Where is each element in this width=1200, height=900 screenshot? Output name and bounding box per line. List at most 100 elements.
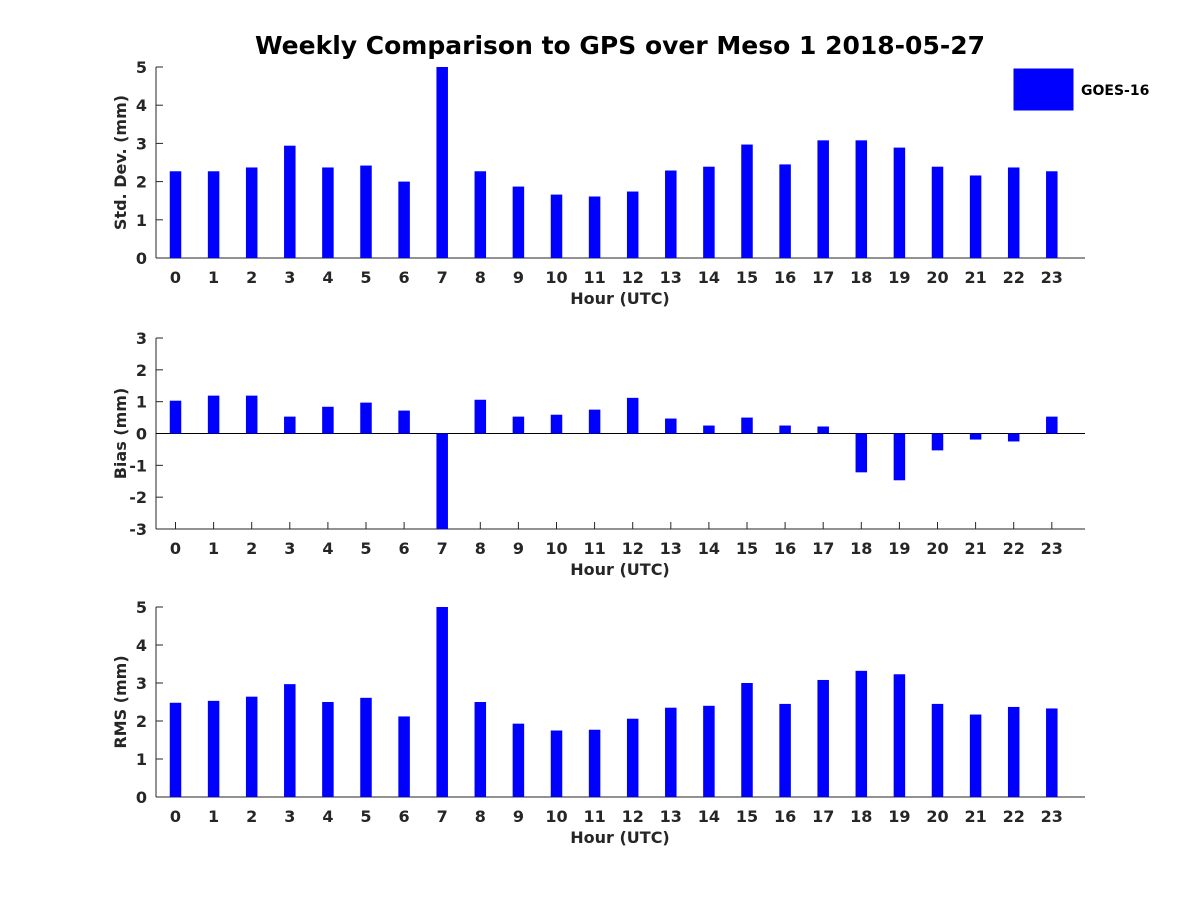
x-tick-label: 4 (322, 807, 333, 826)
bar (169, 171, 182, 258)
x-tick-label: 14 (698, 268, 720, 287)
x-tick-label: 17 (812, 807, 834, 826)
bar (931, 166, 944, 258)
bar (817, 426, 829, 434)
x-tick-label: 13 (660, 539, 682, 558)
x-tick-label: 5 (360, 539, 371, 558)
x-tick-label: 2 (246, 268, 257, 287)
bar (703, 425, 715, 434)
x-tick-label: 7 (437, 539, 448, 558)
y-tick-label: 4 (136, 636, 147, 655)
x-tick-label: 16 (774, 539, 796, 558)
x-tick-label: 19 (888, 539, 910, 558)
x-tick-label: 12 (622, 807, 644, 826)
x-axis-label: Hour (UTC) (570, 560, 670, 579)
x-tick-label: 14 (698, 539, 720, 558)
bar (817, 679, 829, 797)
bar (436, 67, 448, 258)
x-tick-label: 5 (360, 807, 371, 826)
bar (245, 696, 258, 797)
y-tick-label: 0 (136, 425, 147, 444)
x-tick-label: 11 (583, 268, 605, 287)
x-axis-label: Hour (UTC) (570, 289, 670, 308)
x-tick-label: 2 (246, 807, 257, 826)
x-tick-label: 0 (170, 807, 181, 826)
x-tick-label: 9 (513, 268, 524, 287)
x-tick-label: 1 (208, 268, 219, 287)
bar (322, 167, 334, 258)
bar (550, 194, 563, 258)
y-tick-label: -3 (129, 520, 147, 539)
y-axis-label: Std. Dev. (mm) (111, 95, 130, 230)
bar (550, 730, 563, 797)
bar (436, 433, 448, 529)
chart-title: Weekly Comparison to GPS over Meso 1 201… (255, 31, 985, 60)
bar (779, 703, 791, 797)
x-tick-label: 9 (513, 539, 524, 558)
bar (1046, 708, 1058, 797)
x-tick-label: 10 (545, 268, 567, 287)
bar (588, 729, 601, 797)
x-axis-label: Hour (UTC) (570, 828, 670, 847)
x-tick-label: 19 (888, 807, 910, 826)
x-tick-label: 15 (736, 268, 758, 287)
x-tick-label: 20 (926, 268, 948, 287)
bar (360, 402, 372, 434)
bar (284, 684, 296, 797)
x-tick-label: 8 (475, 807, 486, 826)
x-tick-label: 5 (360, 268, 371, 287)
bar (169, 702, 182, 797)
x-tick-label: 3 (284, 539, 295, 558)
x-tick-label: 6 (399, 539, 410, 558)
y-tick-label: -1 (129, 456, 147, 475)
x-tick-label: 11 (583, 539, 605, 558)
bar (1046, 416, 1058, 434)
x-tick-label: 20 (926, 807, 948, 826)
x-tick-label: 3 (284, 268, 295, 287)
bar (550, 414, 563, 434)
bar (626, 191, 639, 258)
bar (169, 400, 182, 434)
x-tick-label: 1 (208, 807, 219, 826)
x-tick-label: 7 (437, 807, 448, 826)
x-tick-label: 15 (736, 807, 758, 826)
bar (626, 397, 639, 434)
bar (931, 703, 944, 797)
x-tick-label: 23 (1041, 268, 1063, 287)
bar (360, 697, 372, 797)
y-tick-label: 1 (136, 393, 147, 412)
x-tick-label: 13 (660, 268, 682, 287)
y-tick-label: 2 (136, 361, 147, 380)
y-tick-label: 5 (136, 58, 147, 77)
bar (1007, 706, 1020, 797)
y-tick-label: 3 (136, 134, 147, 153)
x-tick-label: 22 (1003, 807, 1025, 826)
x-tick-label: 18 (850, 539, 872, 558)
x-tick-label: 22 (1003, 268, 1025, 287)
bar (474, 702, 487, 797)
bar (741, 683, 753, 797)
x-tick-label: 20 (926, 539, 948, 558)
x-tick-label: 16 (774, 807, 796, 826)
bar (665, 170, 677, 258)
bar (665, 418, 677, 434)
bar (588, 409, 601, 434)
x-tick-label: 12 (622, 268, 644, 287)
y-axis-label: Bias (mm) (111, 388, 130, 480)
y-tick-label: 2 (136, 712, 147, 731)
x-tick-label: 18 (850, 807, 872, 826)
bar (360, 165, 372, 258)
x-tick-label: 10 (545, 539, 567, 558)
bar (665, 707, 677, 797)
x-tick-label: 3 (284, 807, 295, 826)
bar (893, 147, 906, 258)
bar (1046, 171, 1058, 258)
x-tick-label: 15 (736, 539, 758, 558)
bar (855, 433, 868, 473)
bar (398, 410, 410, 434)
x-tick-label: 9 (513, 807, 524, 826)
